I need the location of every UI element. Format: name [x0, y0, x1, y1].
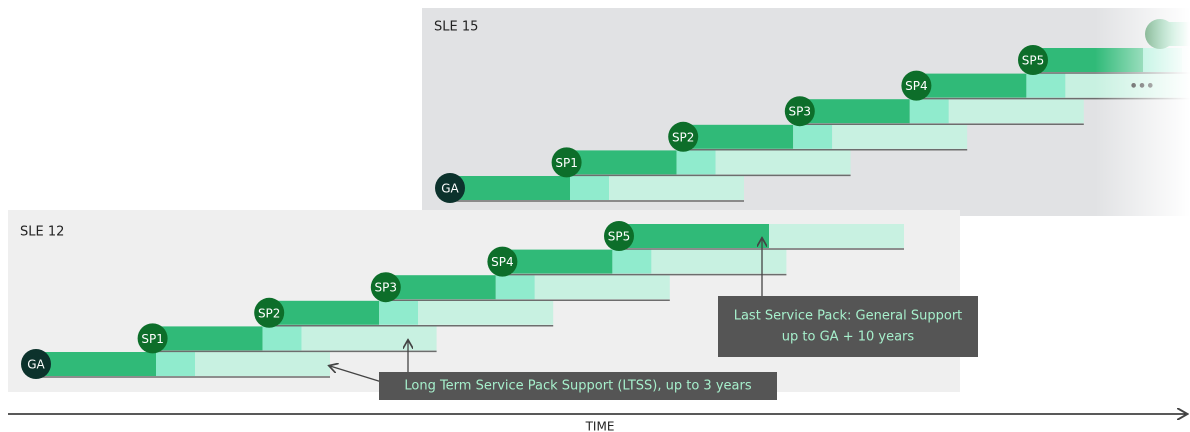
arrow: [330, 366, 386, 384]
bar-segment: [683, 124, 794, 149]
bar-segment: [269, 300, 380, 325]
release-label: SP1: [141, 332, 164, 346]
release-badge: [435, 173, 465, 203]
callout-text: Last Service Pack: General Support: [734, 309, 963, 324]
bar-segment: [612, 249, 652, 274]
release-badge: [604, 221, 634, 251]
callout-text: Long Term Service Pack Support (LTSS), u…: [404, 379, 751, 394]
bar-segment: [570, 176, 609, 200]
release-label: SP3: [375, 281, 398, 295]
callout-box: [379, 372, 777, 400]
release-badge: [137, 323, 168, 354]
release-badge: [784, 96, 815, 127]
release-label: SP4: [491, 255, 514, 269]
bar-segment: [385, 275, 496, 300]
bar-segment: [909, 99, 949, 124]
callout-text: up to GA + 10 years: [782, 330, 915, 345]
bar-segment: [832, 124, 968, 149]
release-badge: [487, 246, 518, 277]
release-badge: [551, 147, 582, 178]
bar-segment: [495, 275, 535, 300]
bar-segment: [609, 176, 744, 200]
bar-segment: [418, 300, 554, 325]
release-label: GA: [27, 358, 45, 372]
bar-segment: [916, 73, 1027, 98]
bar-segment: [799, 99, 910, 124]
bar-segment: [948, 99, 1084, 124]
bar-segment: [1026, 73, 1066, 98]
bar-segment: [502, 249, 613, 274]
bar-segment: [450, 176, 570, 200]
bar-segment: [379, 300, 419, 325]
release-label: SP2: [258, 306, 281, 320]
bar-segment: [793, 124, 833, 149]
release-label: SP3: [789, 105, 812, 119]
release-label: SP2: [672, 130, 695, 144]
fade: [1095, 8, 1190, 216]
bar-segment: [566, 150, 677, 175]
bar-segment: [301, 326, 437, 351]
bar-segment: [676, 150, 716, 175]
release-label: GA: [441, 182, 459, 196]
release-badge: [21, 349, 51, 379]
callout-box: [718, 296, 978, 357]
release-badge: [1018, 45, 1048, 75]
release-label: SP1: [555, 156, 578, 170]
bar-segment: [262, 326, 302, 351]
bar-segment: [619, 224, 769, 248]
release-label: SP5: [1022, 54, 1045, 68]
bar-segment: [195, 352, 330, 376]
panel-title: SLE 12: [20, 225, 64, 240]
bar-segment: [534, 275, 670, 300]
release-badge: [370, 272, 401, 303]
panel-title: SLE 15: [434, 20, 478, 35]
release-badge: [901, 70, 932, 101]
bar-segment: [152, 326, 263, 351]
release-label: SP4: [905, 79, 928, 93]
release-label: SP5: [608, 230, 631, 244]
release-badge: [254, 297, 285, 328]
bar-segment: [715, 150, 851, 175]
axis-label: TIME: [585, 420, 615, 432]
bar-segment: [36, 352, 156, 376]
bar-segment: [156, 352, 195, 376]
bar-segment: [769, 224, 904, 248]
bar-segment: [651, 249, 787, 274]
release-badge: [668, 121, 699, 152]
